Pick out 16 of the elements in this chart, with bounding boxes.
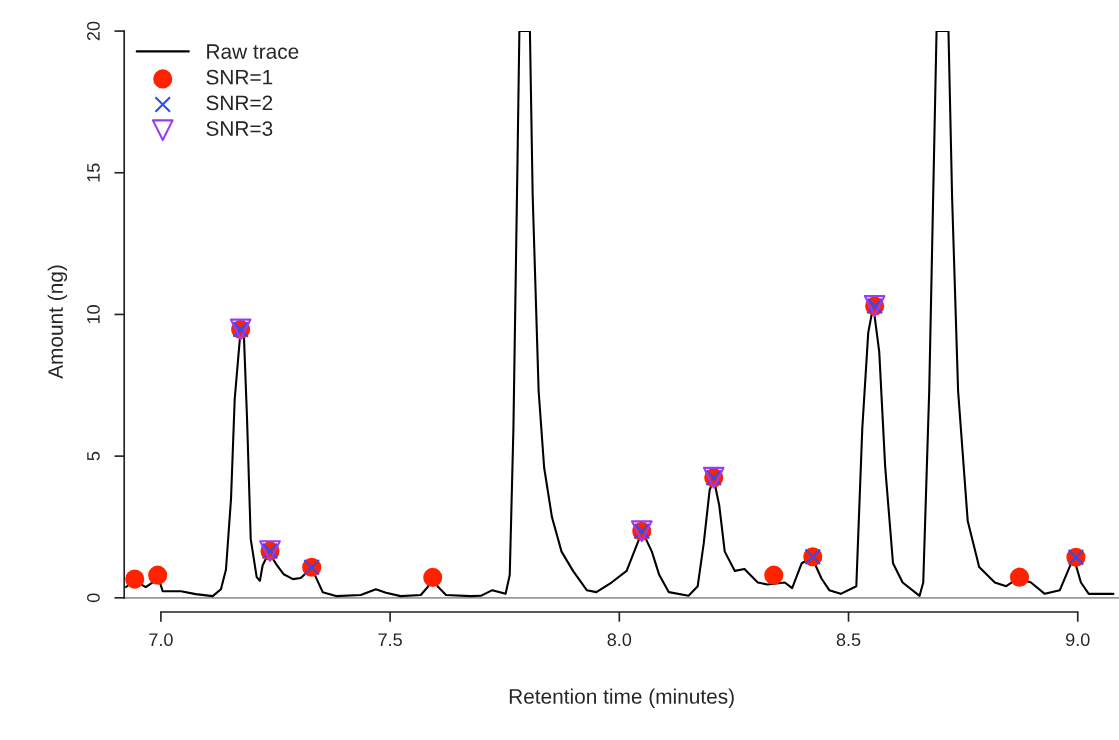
x-tick-label: 9.0 <box>1066 633 1090 647</box>
legend-label: SNR=3 <box>206 121 273 136</box>
y-tick-label: 15 <box>87 163 100 182</box>
y-axis-title: Amount (ng) <box>47 265 68 379</box>
x-tick-label: 7.5 <box>378 633 402 647</box>
legend-label: SNR=1 <box>206 69 273 85</box>
y-tick-label: 0 <box>87 593 100 603</box>
x-tick-label: 8.0 <box>607 633 632 647</box>
x-tick-label: 7.0 <box>149 633 173 647</box>
y-tick-label: 10 <box>87 305 100 324</box>
x-axis-title: Retention time (minutes) <box>509 688 734 708</box>
legend-label: Raw trace <box>207 44 299 59</box>
legend-label: SNR=2 <box>206 95 273 111</box>
x-tick-label: 8.5 <box>836 633 861 647</box>
y-tick-label: 5 <box>87 451 100 461</box>
y-tick-label: 20 <box>87 21 100 41</box>
